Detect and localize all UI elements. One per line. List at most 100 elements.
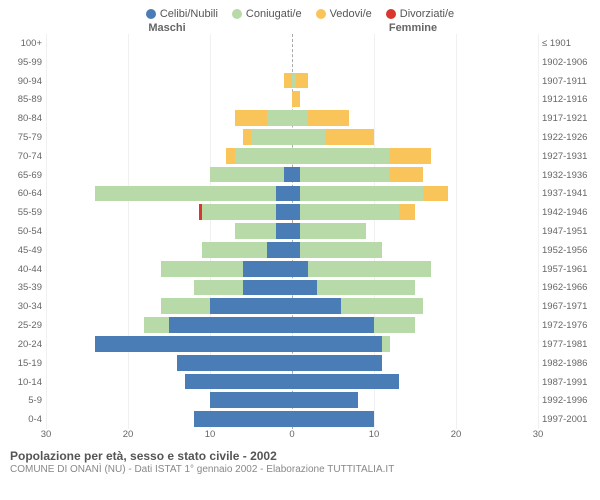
female-bar	[292, 203, 538, 222]
bar-segment	[292, 298, 341, 314]
bar-row	[46, 34, 538, 53]
legend-item: Coniugati/e	[232, 8, 302, 20]
x-tick: 20	[451, 429, 462, 440]
legend-label: Coniugati/e	[246, 8, 302, 20]
age-tick: 60-64	[4, 185, 46, 204]
birth-tick: 1972-1976	[538, 316, 596, 335]
female-bar	[292, 147, 538, 166]
age-tick: 20-24	[4, 335, 46, 354]
female-bar	[292, 354, 538, 373]
male-bar	[46, 222, 292, 241]
legend-swatch	[146, 9, 156, 19]
bar-segment	[267, 242, 292, 258]
bar-segment	[226, 148, 234, 164]
y-axis-left: 100+95-9990-9485-8980-8475-7970-7465-696…	[4, 34, 46, 429]
bar-segment	[292, 129, 325, 145]
bar-segment	[235, 148, 292, 164]
birth-tick: 1952-1956	[538, 241, 596, 260]
bar-segment	[317, 280, 415, 296]
male-bar	[46, 53, 292, 72]
bar-segment	[243, 129, 251, 145]
chart-subtitle: COMUNE DI ONANÌ (NU) - Dati ISTAT 1° gen…	[10, 464, 596, 475]
male-bar	[46, 241, 292, 260]
gender-labels: Maschi Femmine	[4, 22, 596, 34]
age-tick: 95-99	[4, 53, 46, 72]
bar-row	[46, 410, 538, 429]
population-pyramid-chart: Celibi/NubiliConiugati/eVedovi/eDivorzia…	[0, 0, 600, 500]
birth-tick: 1992-1996	[538, 391, 596, 410]
bar-segment	[308, 110, 349, 126]
female-bar	[292, 166, 538, 185]
bar-segment	[382, 336, 390, 352]
bar-segment	[300, 167, 390, 183]
bar-segment	[95, 186, 275, 202]
legend-label: Vedovi/e	[330, 8, 372, 20]
age-tick: 90-94	[4, 72, 46, 91]
bar-segment	[292, 242, 300, 258]
plot-area: Fasce di età 100+95-9990-9485-8980-8475-…	[4, 34, 596, 429]
bar-row	[46, 72, 538, 91]
male-bar	[46, 410, 292, 429]
bar-row	[46, 241, 538, 260]
bar-row	[46, 354, 538, 373]
birth-tick: 1967-1971	[538, 297, 596, 316]
bars-container	[46, 34, 538, 429]
birth-tick: 1937-1941	[538, 185, 596, 204]
x-axis: 3020100102030	[46, 429, 538, 443]
bar-segment	[194, 280, 243, 296]
bar-row	[46, 279, 538, 298]
bar-segment	[95, 336, 292, 352]
birth-tick: 1977-1981	[538, 335, 596, 354]
male-bar	[46, 185, 292, 204]
birth-tick: 1927-1931	[538, 147, 596, 166]
male-bar	[46, 109, 292, 128]
bar-segment	[325, 129, 374, 145]
birth-tick: 1947-1951	[538, 222, 596, 241]
bar-segment	[292, 91, 300, 107]
bar-row	[46, 203, 538, 222]
birth-tick: 1922-1926	[538, 128, 596, 147]
bar-row	[46, 185, 538, 204]
male-bar	[46, 90, 292, 109]
x-tick: 30	[533, 429, 544, 440]
bar-segment	[292, 223, 300, 239]
age-tick: 75-79	[4, 128, 46, 147]
bar-segment	[292, 110, 308, 126]
x-tick: 30	[41, 429, 52, 440]
male-bar	[46, 128, 292, 147]
bar-segment	[292, 336, 382, 352]
female-bar	[292, 241, 538, 260]
x-tick: 10	[369, 429, 380, 440]
bar-segment	[276, 186, 292, 202]
male-bar	[46, 316, 292, 335]
birth-tick: 1902-1906	[538, 53, 596, 72]
female-bar	[292, 279, 538, 298]
birth-tick: ≤ 1901	[538, 34, 596, 53]
bar-row	[46, 297, 538, 316]
male-bar	[46, 72, 292, 91]
bar-segment	[284, 167, 292, 183]
male-bar	[46, 391, 292, 410]
bar-segment	[210, 298, 292, 314]
bar-segment	[292, 280, 317, 296]
bar-segment	[390, 167, 423, 183]
female-bar	[292, 373, 538, 392]
bar-row	[46, 128, 538, 147]
bar-row	[46, 373, 538, 392]
birth-tick: 1957-1961	[538, 260, 596, 279]
bar-row	[46, 53, 538, 72]
male-bar	[46, 335, 292, 354]
bar-segment	[177, 355, 292, 371]
bar-segment	[292, 186, 300, 202]
legend-swatch	[386, 9, 396, 19]
bar-segment	[423, 186, 448, 202]
female-bar	[292, 109, 538, 128]
birth-tick: 1962-1966	[538, 279, 596, 298]
female-bar	[292, 90, 538, 109]
birth-tick: 1917-1921	[538, 109, 596, 128]
bar-segment	[276, 204, 292, 220]
age-tick: 25-29	[4, 316, 46, 335]
y-axis-right: ≤ 19011902-19061907-19111912-19161917-19…	[538, 34, 596, 429]
bar-segment	[185, 374, 292, 390]
age-tick: 45-49	[4, 241, 46, 260]
